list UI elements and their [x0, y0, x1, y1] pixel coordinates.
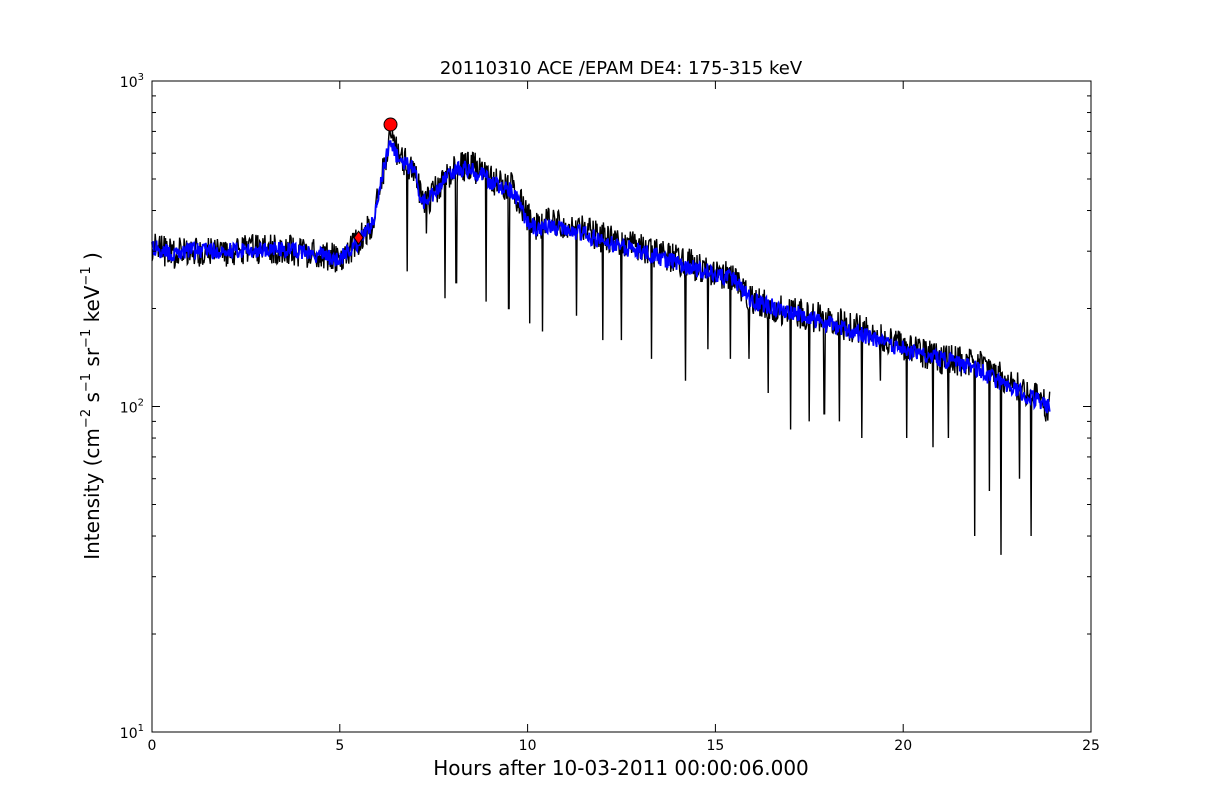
y-axis-label: Intensity (cm−2 s−1 sr−1 keV−1 ) [79, 252, 104, 560]
tick-layer: 0 5 10 15 20 25 101 102 103 [120, 72, 1100, 754]
y-label-s: s [80, 392, 104, 409]
y-label-exp-4: −1 [79, 266, 94, 285]
marker-layer [353, 117, 398, 246]
x-tick-label: 0 [148, 738, 157, 754]
y-label-prefix: Intensity (cm [80, 428, 104, 560]
x-tick-label: 20 [894, 738, 912, 754]
onset-marker [353, 230, 364, 246]
y-label-exp-1: −2 [79, 409, 94, 428]
x-tick-label: 5 [335, 738, 344, 754]
y-tick-label: 102 [120, 398, 144, 417]
x-axis-label: Hours after 10-03-2011 00:00:06.000 [433, 756, 809, 780]
y-tick-label: 101 [120, 723, 144, 742]
y-label-sr: sr [80, 347, 104, 373]
series-layer [151, 127, 1051, 555]
y-label-exp-2: −1 [79, 373, 94, 392]
y-label-kev: keV [80, 285, 104, 329]
plot-area [152, 81, 1091, 732]
y-label-suffix: ) [80, 252, 104, 266]
y-tick-label: 103 [120, 72, 144, 91]
peak-marker [383, 117, 398, 132]
x-tick-label: 15 [706, 738, 724, 754]
y-label-exp-3: −1 [79, 329, 94, 348]
x-tick-label: 25 [1082, 738, 1100, 754]
chart-title: 20110310 ACE /EPAM DE4: 175-315 keV [440, 58, 803, 79]
series-line-2 [151, 139, 1051, 414]
x-tick-label: 10 [519, 738, 537, 754]
